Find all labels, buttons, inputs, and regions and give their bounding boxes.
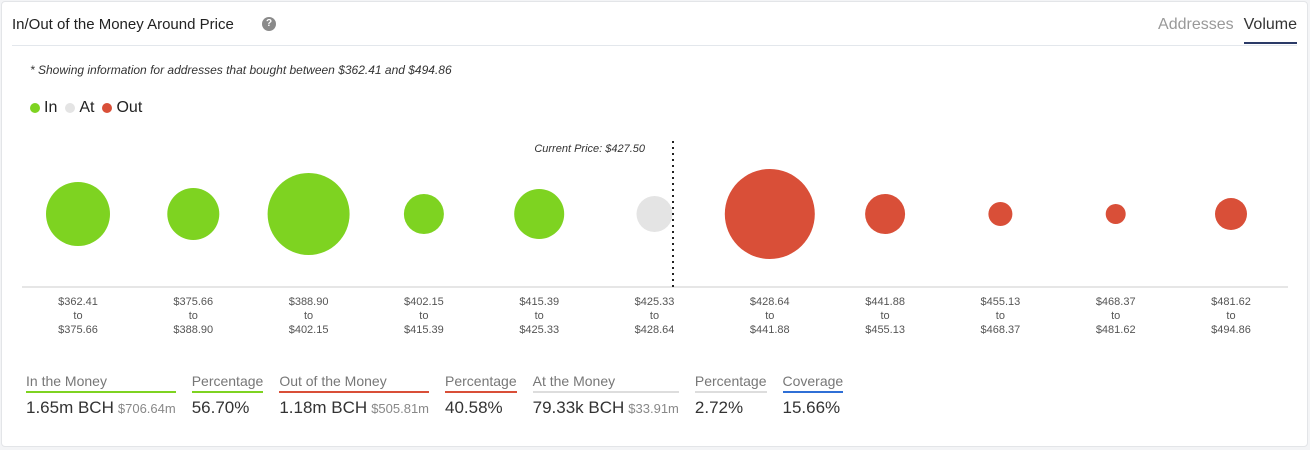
x-tick-label: $388.90 to $402.15 [289, 296, 329, 336]
current-price-label: Current Price: $427.50 [534, 143, 646, 155]
out-dot-icon [102, 103, 113, 113]
x-tick-label: $415.39 to $425.33 [519, 296, 559, 336]
stat-label: Coverage [782, 373, 844, 393]
summary-stats: In the Money 1.65m BCH $706.64m Percentage 5… [26, 373, 844, 418]
range-note: * Showing information for addresses that… [30, 63, 452, 77]
stat-4: At the Money 79.33k BCH $33.91m [532, 373, 679, 418]
stat-value: 1.18m BCH $505.81m [279, 398, 430, 417]
stat-label: Percentage [445, 373, 517, 393]
stat-3: Percentage 40.58% [445, 373, 517, 418]
tab-volume[interactable]: Volume [1243, 16, 1297, 44]
bubble-out [724, 169, 815, 259]
stat-2: Out of the Money 1.18m BCH $505.81m [279, 373, 430, 418]
stat-value: 56.70% [191, 398, 250, 417]
bubble-in [403, 194, 444, 234]
tab-addresses[interactable]: Addresses [1158, 16, 1234, 33]
stat-label: At the Money [532, 373, 679, 393]
stat-value: 79.33k BCH $33.91m [532, 398, 679, 417]
x-tick-label: $362.41 to $375.66 [58, 296, 98, 336]
stat-value: 2.72% [694, 398, 744, 417]
stat-1: Percentage 56.70% [191, 373, 264, 418]
bubble-out [1215, 198, 1247, 230]
bubble-in [167, 188, 220, 240]
divider [12, 45, 1297, 46]
bubble-out [988, 202, 1013, 226]
view-tabs: Addresses Volume [1158, 16, 1297, 44]
legend-label: In [44, 99, 58, 116]
bubble-in [514, 189, 565, 239]
x-tick-label: $402.15 to $415.39 [404, 296, 444, 336]
legend-label: Out [116, 99, 143, 116]
in-dot-icon [30, 103, 40, 113]
bubble-in [46, 182, 110, 246]
stat-usd-value: $706.64m [117, 401, 176, 416]
x-tick-label: $468.37 to $481.62 [1096, 296, 1136, 336]
x-tick-label: $441.88 to $455.13 [865, 296, 905, 336]
x-tick-label: $481.62 to $494.86 [1211, 296, 1251, 336]
x-tick-label: $425.33 to $428.64 [635, 296, 675, 336]
stat-label: In the Money [26, 373, 176, 393]
at-dot-icon [65, 103, 76, 113]
stat-6: Coverage 15.66% [782, 373, 844, 418]
legend-label: At [79, 99, 95, 116]
x-tick-label: $428.64 to $441.88 [750, 296, 790, 336]
stat-usd-value: $33.91m [628, 401, 679, 416]
x-tick-label: $455.13 to $468.37 [981, 296, 1021, 336]
stat-0: In the Money 1.65m BCH $706.64m [26, 373, 176, 418]
stat-5: Percentage 2.72% [694, 373, 767, 418]
stat-usd-value: $505.81m [371, 401, 430, 416]
question-circle-icon[interactable]: ? [262, 17, 276, 31]
stat-value: 15.66% [782, 398, 841, 417]
bubble-at [636, 196, 673, 232]
bubble-in [267, 173, 350, 255]
stat-label: Out of the Money [279, 373, 430, 393]
card-title: In/Out of the Money Around Price [12, 16, 234, 33]
stat-value: 1.65m BCH $706.64m [26, 398, 176, 417]
stat-value: 40.58% [445, 398, 503, 417]
stat-label: Percentage [191, 373, 264, 393]
bubble-chart: $362.41 to $375.66 $375.66 to $388.90 $388.90 t… [22, 141, 1288, 336]
legend-in[interactable]: In [30, 99, 57, 117]
legend-out[interactable]: Out [102, 99, 142, 117]
legend: In At Out [30, 99, 142, 117]
x-tick-label: $375.66 to $388.90 [173, 296, 213, 336]
bubble-out [865, 194, 906, 234]
stat-label: Percentage [694, 373, 767, 393]
bubble-out [1105, 204, 1126, 224]
legend-at[interactable]: At [65, 99, 94, 117]
